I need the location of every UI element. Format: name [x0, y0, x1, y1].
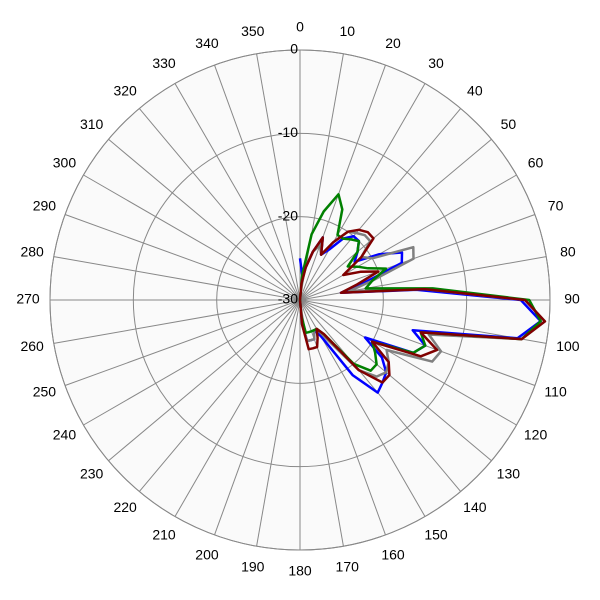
spoke [53, 299, 301, 344]
angle-label: 280 [20, 243, 44, 259]
angle-label: 160 [381, 546, 405, 562]
angle-label: 240 [53, 427, 77, 443]
spoke [299, 214, 536, 301]
spoke [53, 256, 301, 301]
angle-label: 310 [80, 116, 104, 132]
spoke [256, 53, 301, 301]
spoke [108, 138, 301, 301]
angle-label: 70 [548, 198, 564, 214]
spoke [299, 299, 462, 492]
spoke [83, 299, 301, 426]
angle-label: 300 [53, 155, 77, 171]
angle-label: 350 [241, 23, 265, 39]
angle-label: 130 [497, 466, 521, 482]
radial-label: -20 [278, 207, 298, 223]
spoke [299, 174, 517, 301]
spoke [214, 64, 301, 301]
spoke [299, 138, 492, 301]
angle-label: 50 [501, 116, 517, 132]
angle-label: 210 [152, 526, 176, 542]
angle-label: 20 [385, 35, 401, 51]
angle-label: 340 [195, 35, 219, 51]
radial-label: -30 [278, 291, 298, 307]
angle-label: 230 [80, 466, 104, 482]
angle-label: 270 [16, 291, 40, 307]
angle-label: 110 [544, 384, 567, 400]
angle-label: 200 [195, 546, 219, 562]
angle-label: 170 [336, 559, 360, 575]
angle-label: 80 [560, 243, 576, 259]
angle-label: 60 [528, 155, 544, 171]
spoke [64, 214, 301, 301]
series-line [298, 228, 547, 384]
spoke [64, 299, 301, 386]
angle-label: 180 [288, 563, 312, 579]
angle-label: 250 [33, 384, 57, 400]
grid-circle [49, 49, 551, 551]
angle-label: 90 [564, 291, 580, 307]
angle-label: 150 [424, 526, 448, 542]
spoke [138, 108, 301, 301]
spoke [138, 299, 301, 492]
spoke [299, 299, 492, 462]
angle-label: 260 [20, 338, 44, 354]
spoke [299, 299, 536, 386]
angle-label: 0 [296, 19, 304, 35]
angle-label: 140 [463, 499, 487, 515]
spoke [83, 174, 301, 301]
angle-label: 320 [113, 82, 137, 98]
spoke [174, 299, 301, 517]
spoke [256, 299, 301, 547]
spoke [214, 299, 301, 536]
spoke [299, 108, 462, 301]
angle-label: 120 [524, 427, 548, 443]
angle-label: 100 [556, 338, 580, 354]
angle-label: 220 [113, 499, 137, 515]
radial-label: -10 [278, 124, 298, 140]
spoke [299, 64, 386, 301]
spoke [108, 299, 301, 462]
angle-label: 290 [33, 198, 57, 214]
radial-label: 0 [290, 41, 298, 57]
angle-label: 10 [339, 23, 355, 39]
spoke [299, 53, 344, 301]
spoke [299, 299, 517, 426]
grid-circle [216, 216, 384, 384]
angle-label: 30 [428, 55, 444, 71]
spoke [299, 83, 426, 301]
angle-label: 190 [241, 559, 265, 575]
angle-label: 40 [467, 82, 483, 98]
angle-label: 330 [152, 55, 176, 71]
grid-circle [132, 132, 468, 468]
spoke [174, 83, 301, 301]
